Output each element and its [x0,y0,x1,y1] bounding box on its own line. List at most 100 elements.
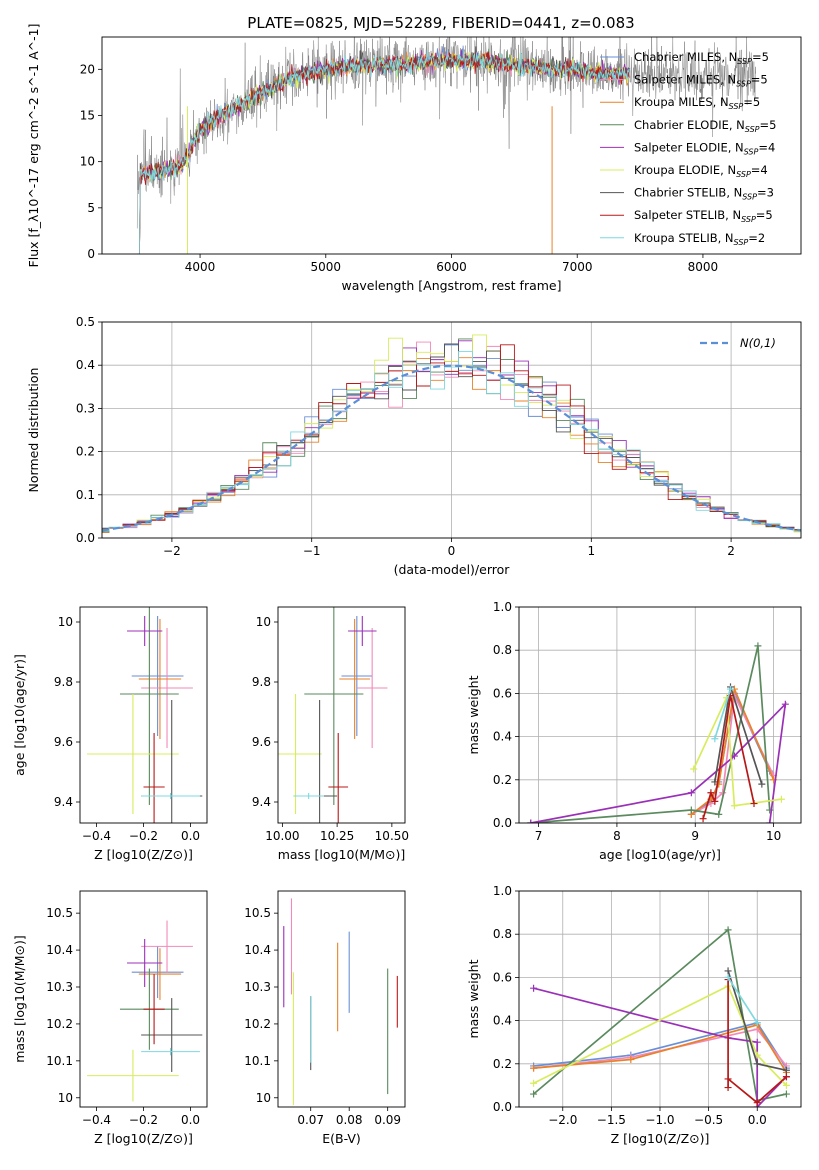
y-tick-label: 9.8 [252,675,271,689]
legend-name: Salpeter MILES, N [634,73,736,87]
x-axis-label: mass [log10(M/M⊙)] [278,847,406,862]
y-tick-label: 0.4 [76,358,95,372]
y-tick-label: 10.3 [46,980,73,994]
histogram-line [102,343,801,531]
legend-subscript: SSP [742,193,757,202]
weight-marker [530,1064,538,1072]
weight-marker [724,926,732,934]
legend-subscript: SSP [734,238,749,247]
y-tick-label: 9.6 [54,735,73,749]
plot-area [530,926,790,1107]
y-tick-label: 0.2 [493,1057,512,1071]
y-tick-label: 10 [58,615,73,629]
x-tick-label: −2.0 [548,1113,577,1127]
legend-entry: Salpeter STELIB, NSSP=5 [634,208,773,224]
x-tick-label: −1.5 [597,1113,626,1127]
histogram-line [102,351,801,532]
axes-frame [277,606,406,824]
y-tick-label: 0.0 [493,816,512,830]
y-tick-label: 0.0 [493,1100,512,1114]
y-axis-label: mass weight [466,959,481,1038]
legend-nssp: =4 [751,163,768,177]
weight-marker [715,810,723,818]
x-tick-label: 0.08 [336,1113,363,1127]
legend-name: Kroupa ELODIE, N [634,163,736,177]
legend-name: Salpeter ELODIE, N [634,140,744,154]
plot-area [87,920,203,1102]
y-tick-label: 0.0 [76,531,95,545]
weight-marker [530,1079,538,1087]
x-tick-label: 7000 [562,260,593,274]
y-tick-label: 9.6 [252,735,271,749]
x-tick-label: 10.50 [375,829,409,843]
x-tick-label: 9 [691,829,699,843]
y-tick-label: 10 [256,1091,271,1105]
mass-vs-ebv-panel: 0.07 0.08 0.09 10 10.1 10.2 10.3 10.4 10.5 E(B-V) [244,890,406,1146]
legend-name: Chabrier ELODIE, N [634,118,745,132]
plot-area [283,898,398,1106]
legend-subscript: SSP [744,147,759,156]
weight-marker [782,1073,790,1081]
legend-nssp: =2 [748,231,765,245]
y-tick-label: 0.6 [493,686,512,700]
legend-entry: Salpeter ELODIE, NSSP=4 [634,140,775,156]
legend-subscript: SSP [745,125,760,134]
y-tick-label: 0.2 [493,773,512,787]
legend-nssp: =5 [752,50,769,64]
age-vs-mass-panel: 10.00 10.25 10.50 9.4 9.6 9.8 10 mass [log10(M/… [252,606,409,862]
legend-nssp: =5 [760,118,777,132]
mass-vs-Z-panel: −0.4 −0.2 0.0 10 10.1 10.2 10.3 10.4 10.5 Z [log1… [12,890,208,1146]
x-tick-label: 10.25 [320,829,354,843]
y-tick-label: 1.0 [493,884,512,898]
y-tick-label: 10 [256,615,271,629]
x-tick-label: −2 [163,544,181,558]
weight-line [533,984,788,1086]
weight-marker [715,780,723,788]
y-axis-label: mass [log10(M/M⊙)] [12,935,27,1063]
legend-name: Chabrier STELIB, N [634,186,742,200]
y-tick-label: 10.4 [46,943,73,957]
y-tick-label: 10.1 [46,1054,73,1068]
weight-marker [781,700,789,708]
y-tick-label: 9.4 [252,795,271,809]
legend-entry: Kroupa MILES, NSSP=5 [634,95,760,111]
x-tick-label: 8000 [688,260,719,274]
x-axis-label: E(B-V) [322,1131,361,1146]
weight-marker [753,1060,761,1068]
weight-marker [530,1090,538,1098]
y-tick-label: 10.2 [244,1017,271,1031]
y-tick-label: 0.1 [76,488,95,502]
axes-frame [79,890,208,1108]
x-tick-label: 0.0 [181,1113,200,1127]
y-tick-label: 0.8 [493,643,512,657]
weight-marker [707,789,715,797]
legend-nssp: =4 [758,140,775,154]
weight-marker [753,1019,761,1027]
y-axis-label: Normed distribution [26,368,41,493]
weight-marker [766,819,774,823]
x-axis-label: age [log10(age/yr)] [599,847,721,862]
x-axis-label: wavelength [Angstrom, rest frame] [341,278,561,293]
y-tick-label: 10.5 [46,906,73,920]
x-tick-label: 0 [448,544,456,558]
weight-marker [724,973,732,981]
figure-title: PLATE=0825, MJD=52289, FIBERID=0441, z=0… [247,14,634,32]
plot-area [136,37,756,254]
weight-marker [699,815,707,823]
x-tick-label: 5000 [311,260,342,274]
x-tick-label: 0.09 [374,1113,401,1127]
x-tick-label: 0.07 [297,1113,324,1127]
legend-subscript: SSP [736,80,751,89]
y-tick-label: 0.2 [76,445,95,459]
y-tick-label: 0.3 [76,401,95,415]
legend-entry: N(0,1) [740,336,776,350]
weight-line [533,1021,788,1069]
legend-subscript: SSP [736,170,751,179]
x-tick-label: −0.5 [694,1113,723,1127]
legend-entry: Salpeter MILES, NSSP=5 [634,73,768,89]
legend-entry: Chabrier ELODIE, NSSP=5 [634,118,776,134]
residuals-panel: N(0,1) −2 −1 0 1 2 0.0 0.1 0.2 0.3 0.4 0.5 (data-mod… [26,315,802,577]
legend-subscript: SSP [729,102,744,111]
y-tick-label: 10 [80,155,95,169]
